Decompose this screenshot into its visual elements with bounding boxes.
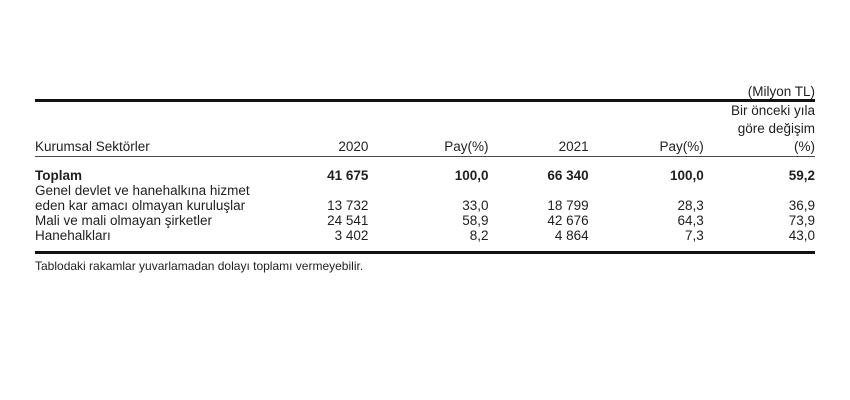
cell-change: 43,0 — [788, 228, 815, 243]
cell-change: 59,2 — [788, 168, 815, 183]
row-label: Genel devlet ve hanehalkına hizmet eden … — [35, 183, 250, 213]
col-header-change: Bir önceki yıla göre değişim (%) — [703, 100, 815, 157]
cell-2021: 66 340 — [547, 168, 589, 183]
cell-2020: 24 541 — [327, 213, 369, 228]
table-header-row: Kurumsal Sektörler 2020 Pay(%) 2021 Pay(… — [35, 100, 815, 157]
cell-pay-2020: 33,0 — [462, 198, 489, 213]
cell-pay-2020: 58,9 — [462, 213, 489, 228]
row-label: Mali ve mali olmayan şirketler — [35, 213, 213, 228]
unit-label: (Milyon TL) — [747, 84, 815, 99]
rounding-footnote: Tablodaki rakamlar yuvarlamadan dolayı t… — [35, 259, 364, 273]
cell-pay-2021: 28,3 — [677, 198, 704, 213]
col-header-sectors: Kurumsal Sektörler — [35, 100, 314, 157]
cell-2020: 41 675 — [327, 168, 369, 183]
cell-pay-2021: 100,0 — [670, 168, 704, 183]
cell-pay-2021: 64,3 — [677, 213, 704, 228]
row-label: Hanehalkları — [35, 228, 111, 243]
cell-2021: 42 676 — [547, 213, 589, 228]
cell-2020: 13 732 — [327, 198, 369, 213]
cell-change: 36,9 — [788, 198, 815, 213]
col-header-pay-2020: Pay(%) — [368, 100, 489, 157]
cell-pay-2020: 8,2 — [469, 228, 489, 243]
cell-2021: 4 864 — [554, 228, 589, 243]
table-row-genel-devlet: Genel devlet ve hanehalkına hizmet eden … — [35, 183, 815, 213]
cell-change: 73,9 — [788, 213, 815, 228]
cell-2021: 18 799 — [547, 198, 589, 213]
table-row-toplam: Toplam 41 675 100,0 66 340 100,0 59,2 — [35, 157, 815, 184]
col-header-2020: 2020 — [313, 100, 369, 157]
cell-pay-2020: 100,0 — [454, 168, 489, 183]
sectors-table: Kurumsal Sektörler 2020 Pay(%) 2021 Pay(… — [35, 99, 815, 254]
table-row-hanehalklari: Hanehalkları 3 402 8,2 4 864 7,3 43,0 — [35, 228, 815, 253]
cell-pay-2021: 7,3 — [685, 228, 704, 243]
cell-2020: 3 402 — [334, 228, 369, 243]
row-label: Toplam — [35, 168, 82, 183]
col-header-2021: 2021 — [488, 100, 589, 157]
table-row-mali-sirketler: Mali ve mali olmayan şirketler 24 541 58… — [35, 213, 815, 228]
col-header-pay-2021: Pay(%) — [588, 100, 704, 157]
